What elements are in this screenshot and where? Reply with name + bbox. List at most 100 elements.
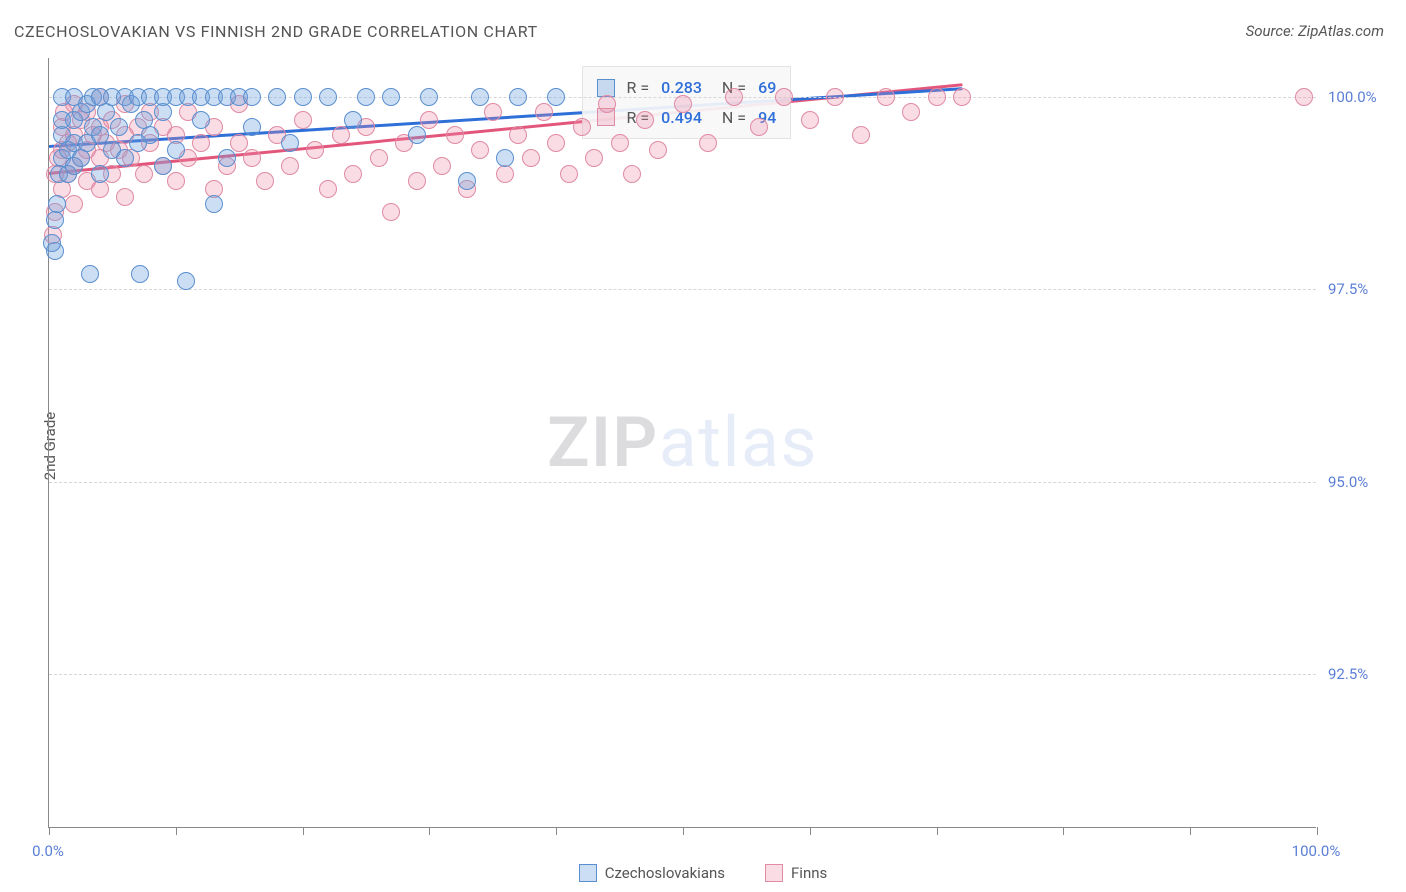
scatter-point-finn <box>344 165 362 183</box>
watermark-bold: ZIP <box>547 402 659 484</box>
y-tick-label: 95.0% <box>1328 473 1368 491</box>
scatter-point-czech <box>357 88 375 106</box>
scatter-point-finn <box>725 88 743 106</box>
scatter-point-czech <box>218 149 236 167</box>
x-tick <box>303 827 304 835</box>
scatter-point-finn <box>192 134 210 152</box>
legend-r-label: R = <box>627 73 650 103</box>
trend-lines-layer <box>49 58 1316 827</box>
scatter-point-czech <box>471 88 489 106</box>
scatter-point-finn <box>243 149 261 167</box>
scatter-point-finn <box>699 134 717 152</box>
scatter-point-czech <box>420 88 438 106</box>
swatch-czech-icon <box>579 864 597 882</box>
scatter-point-czech <box>268 88 286 106</box>
x-tick <box>556 827 557 835</box>
scatter-point-finn <box>281 157 299 175</box>
scatter-point-finn <box>306 141 324 159</box>
scatter-point-czech <box>294 88 312 106</box>
scatter-point-czech <box>509 88 527 106</box>
scatter-point-finn <box>167 172 185 190</box>
scatter-point-finn <box>294 111 312 129</box>
scatter-point-finn <box>801 111 819 129</box>
scatter-point-czech <box>382 88 400 106</box>
scatter-point-finn <box>509 126 527 144</box>
scatter-point-czech <box>547 88 565 106</box>
swatch-czech-icon <box>597 79 615 97</box>
plot-area: ZIPatlas R = 0.283 N = 69 R = 0.494 N = … <box>48 58 1316 828</box>
scatter-point-czech <box>110 118 128 136</box>
scatter-point-czech <box>43 234 61 252</box>
swatch-finn-icon <box>765 864 783 882</box>
scatter-point-finn <box>370 149 388 167</box>
scatter-point-finn <box>826 88 844 106</box>
scatter-point-finn <box>1295 88 1313 106</box>
scatter-point-finn <box>332 126 350 144</box>
scatter-point-czech <box>81 265 99 283</box>
legend-bottom: Czechoslovakians Finns <box>0 864 1406 882</box>
scatter-point-finn <box>902 103 920 121</box>
x-tick-label: 100.0% <box>1292 842 1341 860</box>
scatter-point-finn <box>560 165 578 183</box>
gridline-h <box>49 482 1316 483</box>
source-attribution: Source: ZipAtlas.com <box>1246 22 1384 40</box>
x-tick <box>937 827 938 835</box>
scatter-point-finn <box>408 172 426 190</box>
y-tick-label: 92.5% <box>1328 665 1368 683</box>
scatter-point-finn <box>433 157 451 175</box>
chart-title: CZECHOSLOVAKIAN VS FINNISH 2ND GRADE COR… <box>14 22 538 41</box>
legend-n-value-czech: 69 <box>758 73 776 103</box>
scatter-point-czech <box>91 126 109 144</box>
chart-container: CZECHOSLOVAKIAN VS FINNISH 2ND GRADE COR… <box>0 0 1406 892</box>
scatter-point-finn <box>135 165 153 183</box>
scatter-point-czech <box>192 111 210 129</box>
y-tick-label: 97.5% <box>1328 280 1368 298</box>
scatter-point-finn <box>636 111 654 129</box>
scatter-point-finn <box>496 165 514 183</box>
scatter-point-finn <box>852 126 870 144</box>
scatter-point-czech <box>319 88 337 106</box>
scatter-point-finn <box>230 134 248 152</box>
scatter-point-czech <box>48 195 66 213</box>
scatter-point-czech <box>97 103 115 121</box>
scatter-point-finn <box>623 165 641 183</box>
scatter-point-finn <box>585 149 603 167</box>
watermark-light: atlas <box>659 402 818 484</box>
scatter-point-finn <box>877 88 895 106</box>
scatter-point-czech <box>243 88 261 106</box>
scatter-point-finn <box>522 149 540 167</box>
scatter-point-finn <box>256 172 274 190</box>
x-tick <box>1317 827 1318 835</box>
scatter-point-finn <box>116 188 134 206</box>
scatter-point-finn <box>547 134 565 152</box>
scatter-point-finn <box>611 134 629 152</box>
scatter-point-finn <box>91 180 109 198</box>
scatter-point-czech <box>496 149 514 167</box>
scatter-point-finn <box>471 141 489 159</box>
scatter-point-finn <box>484 103 502 121</box>
scatter-point-czech <box>243 118 261 136</box>
scatter-point-czech <box>344 111 362 129</box>
y-tick-label: 100.0% <box>1328 88 1377 106</box>
gridline-h <box>49 289 1316 290</box>
scatter-point-czech <box>72 149 90 167</box>
x-tick <box>1063 827 1064 835</box>
scatter-point-finn <box>319 180 337 198</box>
gridline-h <box>49 674 1316 675</box>
scatter-point-czech <box>154 103 172 121</box>
scatter-point-finn <box>953 88 971 106</box>
scatter-point-czech <box>281 134 299 152</box>
scatter-point-czech <box>408 126 426 144</box>
x-tick <box>429 827 430 835</box>
scatter-point-finn <box>649 141 667 159</box>
scatter-point-finn <box>65 195 83 213</box>
scatter-point-czech <box>91 165 109 183</box>
scatter-point-finn <box>573 118 591 136</box>
scatter-point-finn <box>598 95 616 113</box>
legend-label-finn: Finns <box>791 864 827 882</box>
scatter-point-finn <box>775 88 793 106</box>
x-tick <box>176 827 177 835</box>
x-tick <box>49 827 50 835</box>
scatter-point-finn <box>535 103 553 121</box>
scatter-point-finn <box>420 111 438 129</box>
